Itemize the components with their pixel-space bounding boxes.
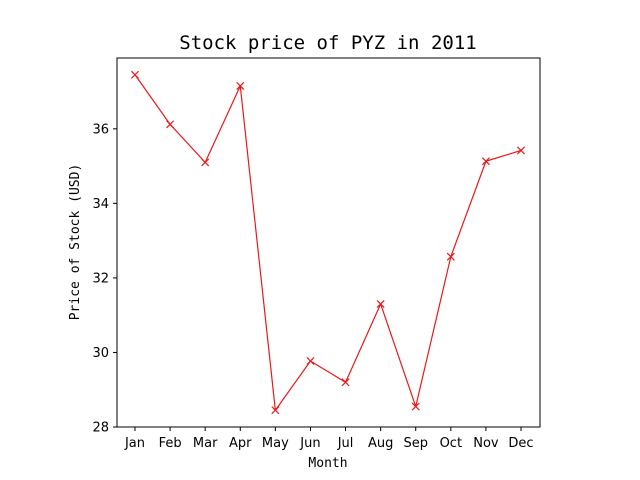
y-axis-ticks: 28 30 32 34 36 <box>92 122 117 436</box>
data-point-marker <box>236 81 245 90</box>
x-tick-label: Sep <box>403 436 428 451</box>
x-tick-label: Jan <box>124 436 145 451</box>
marker-stroke <box>516 146 526 155</box>
marker-stroke <box>376 299 385 309</box>
marker-stroke <box>201 158 210 167</box>
data-point-marker <box>376 299 385 309</box>
y-axis-label: Price of Stock (USD) <box>68 164 83 321</box>
x-tick-label: Jun <box>299 436 320 451</box>
y-tick-label: 32 <box>92 271 109 286</box>
x-tick-label: Apr <box>229 436 252 451</box>
y-tick-label: 34 <box>92 197 109 212</box>
series-layer <box>130 70 526 415</box>
x-axis-label: Month <box>308 456 347 471</box>
plot-area-frame <box>116 57 541 428</box>
x-tick-label: Nov <box>473 436 499 451</box>
x-tick-label: Aug <box>368 436 393 451</box>
marker-stroke <box>236 81 245 90</box>
marker-stroke <box>481 157 490 166</box>
data-point-marker <box>201 158 210 167</box>
data-point-marker <box>516 146 526 155</box>
x-tick-label: Jul <box>337 436 354 451</box>
x-tick-label: Dec <box>508 436 533 451</box>
chart-title: Stock price of PYZ in 2011 <box>179 32 476 54</box>
marker-stroke <box>271 406 280 415</box>
data-point-marker <box>306 357 315 366</box>
x-tick-label: May <box>262 436 289 451</box>
marker-stroke <box>130 70 140 79</box>
marker-stroke <box>306 357 315 366</box>
x-tick-label: Oct <box>440 436 462 451</box>
y-tick-label: 30 <box>92 346 109 361</box>
marker-stroke <box>411 402 420 411</box>
data-point-marker <box>411 402 420 411</box>
data-point-marker <box>130 70 140 79</box>
marker-stroke <box>341 378 350 387</box>
marker-stroke <box>446 252 455 261</box>
data-point-marker <box>481 157 490 166</box>
y-tick-label: 28 <box>92 421 109 436</box>
x-axis-ticks: Jan Feb Mar Apr May Jun Jul Aug Sep Oct Nov Dec <box>124 427 534 451</box>
data-point-marker <box>446 252 455 261</box>
marker-stroke <box>166 120 175 129</box>
data-point-marker <box>166 120 175 129</box>
data-point-marker <box>341 378 350 387</box>
x-tick-label: Mar <box>193 436 218 451</box>
series-line <box>134 74 522 411</box>
data-point-marker <box>271 406 280 415</box>
y-tick-label: 36 <box>92 122 109 137</box>
x-tick-label: Feb <box>159 436 182 451</box>
